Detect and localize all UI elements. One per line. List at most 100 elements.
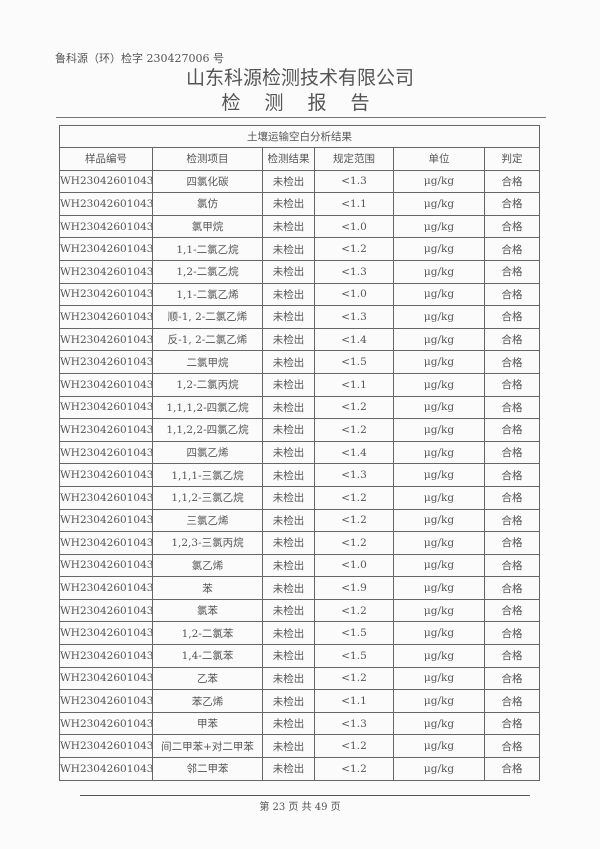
cell-judgement: 合格 xyxy=(483,734,541,759)
cell-limit: <1.4 xyxy=(314,440,394,465)
cell-test-result: 未检出 xyxy=(262,757,315,781)
cell-unit: μg/kg xyxy=(393,440,485,465)
table-row: WH23042601043 乙苯 未检出 <1.2 μg/kg 合格 xyxy=(59,666,541,691)
table-row: WH23042601043 甲苯 未检出 <1.3 μg/kg 合格 xyxy=(59,711,541,736)
cell-sample-id: WH23042601043 xyxy=(59,282,153,307)
cell-test-result: 未检出 xyxy=(262,395,315,420)
cell-test-item: 乙苯 xyxy=(152,666,263,691)
cell-sample-id: WH23042601043 xyxy=(59,508,153,533)
cell-limit: <1.5 xyxy=(314,350,394,374)
cell-judgement: 合格 xyxy=(483,531,541,555)
cell-sample-id: WH23042601043 xyxy=(59,576,153,600)
cell-limit: <1.2 xyxy=(314,418,394,442)
cell-test-result: 未检出 xyxy=(262,214,315,239)
table-row: WH23042601043 1,1,1-三氯乙烷 未检出 <1.3 μg/kg 合格 xyxy=(59,463,541,487)
header-divider xyxy=(56,117,546,118)
cell-test-result: 未检出 xyxy=(262,259,315,284)
cell-limit: <1.2 xyxy=(314,531,394,555)
cell-unit: μg/kg xyxy=(393,531,485,555)
cell-sample-id: WH23042601043 xyxy=(59,372,153,397)
cell-test-result: 未检出 xyxy=(262,237,315,261)
cell-unit: μg/kg xyxy=(393,621,485,646)
cell-judgement: 合格 xyxy=(483,689,541,713)
cell-sample-id: WH23042601043 xyxy=(59,214,153,239)
cell-unit: μg/kg xyxy=(393,214,485,239)
cell-test-result: 未检出 xyxy=(262,576,315,600)
cell-test-item: 苯 xyxy=(152,576,263,600)
table-row: WH23042601043 1,1-二氯乙烯 未检出 <1.0 μg/kg 合格 xyxy=(59,282,541,307)
cell-sample-id: WH23042601043 xyxy=(59,440,153,465)
table-row: WH23042601043 1,2,3-三氯丙烷 未检出 <1.2 μg/kg 合格 xyxy=(59,531,541,555)
cell-judgement: 合格 xyxy=(483,372,541,397)
cell-limit: <1.2 xyxy=(314,237,394,261)
cell-judgement: 合格 xyxy=(483,621,541,646)
table-row: WH23042601043 三氯乙烯 未检出 <1.2 μg/kg 合格 xyxy=(59,508,541,533)
column-header-test-item: 检测项目 xyxy=(152,147,263,171)
cell-test-result: 未检出 xyxy=(262,553,315,578)
cell-test-item: 顺-1, 2-二氯乙烯 xyxy=(152,305,263,329)
cell-sample-id: WH23042601043 xyxy=(59,598,153,623)
cell-sample-id: WH23042601043 xyxy=(59,757,153,781)
cell-sample-id: WH23042601043 xyxy=(59,395,153,420)
column-header-sample-id: 样品编号 xyxy=(59,147,153,171)
cell-unit: μg/kg xyxy=(393,598,485,623)
cell-unit: μg/kg xyxy=(393,350,485,374)
cell-sample-id: WH23042601043 xyxy=(59,305,153,329)
cell-limit: <1.0 xyxy=(314,282,394,307)
cell-unit: μg/kg xyxy=(393,485,485,510)
cell-judgement: 合格 xyxy=(483,463,541,487)
cell-sample-id: WH23042601043 xyxy=(59,531,153,555)
cell-limit: <1.0 xyxy=(314,214,394,239)
cell-limit: <1.5 xyxy=(314,621,394,646)
cell-test-item: 反-1, 2-二氯乙烯 xyxy=(152,327,263,352)
table-row: WH23042601043 反-1, 2-二氯乙烯 未检出 <1.4 μg/kg 合格 xyxy=(59,327,541,352)
cell-unit: μg/kg xyxy=(393,666,485,691)
cell-limit: <1.3 xyxy=(314,463,394,487)
cell-sample-id: WH23042601043 xyxy=(59,485,153,510)
table-row: WH23042601043 四氯化碳 未检出 <1.3 μg/kg 合格 xyxy=(59,169,541,194)
cell-sample-id: WH23042601043 xyxy=(59,350,153,374)
cell-test-item: 四氯乙烯 xyxy=(152,440,263,465)
report-title: 检 测 报 告 xyxy=(221,92,379,114)
cell-test-result: 未检出 xyxy=(262,282,315,307)
cell-unit: μg/kg xyxy=(393,395,485,420)
cell-unit: μg/kg xyxy=(393,463,485,487)
cell-test-result: 未检出 xyxy=(262,169,315,194)
cell-limit: <1.2 xyxy=(314,485,394,510)
cell-sample-id: WH23042601043 xyxy=(59,711,153,736)
cell-unit: μg/kg xyxy=(393,644,485,668)
column-header-judgement: 判定 xyxy=(483,147,541,171)
cell-unit: μg/kg xyxy=(393,508,485,533)
company-name: 山东科源检测技术有限公司 xyxy=(185,67,414,89)
report-number: 鲁科源（环）检字 230427006 号 xyxy=(55,52,224,65)
cell-test-result: 未检出 xyxy=(262,508,315,533)
table-row: WH23042601043 二氯甲烷 未检出 <1.5 μg/kg 合格 xyxy=(59,350,541,374)
cell-limit: <1.5 xyxy=(314,644,394,668)
cell-unit: μg/kg xyxy=(393,282,485,307)
table-row: WH23042601043 1,4-二氯苯 未检出 <1.5 μg/kg 合格 xyxy=(59,644,541,668)
cell-test-result: 未检出 xyxy=(262,598,315,623)
cell-test-item: 氯乙烯 xyxy=(152,553,263,578)
cell-limit: <1.2 xyxy=(314,395,394,420)
cell-unit: μg/kg xyxy=(393,259,485,284)
cell-judgement: 合格 xyxy=(483,508,541,533)
cell-test-item: 1,4-二氯苯 xyxy=(152,644,263,668)
cell-judgement: 合格 xyxy=(483,169,541,194)
cell-test-item: 苯乙烯 xyxy=(152,689,263,713)
table-row: WH23042601043 苯乙烯 未检出 <1.1 μg/kg 合格 xyxy=(59,689,541,713)
cell-unit: μg/kg xyxy=(393,372,485,397)
cell-unit: μg/kg xyxy=(393,757,485,781)
cell-unit: μg/kg xyxy=(393,237,485,261)
cell-limit: <1.2 xyxy=(314,666,394,691)
table-row: WH23042601043 1,2-二氯苯 未检出 <1.5 μg/kg 合格 xyxy=(59,621,541,646)
cell-limit: <1.2 xyxy=(314,734,394,759)
cell-unit: μg/kg xyxy=(393,576,485,600)
cell-test-item: 间二甲苯+对二甲苯 xyxy=(152,734,263,759)
cell-unit: μg/kg xyxy=(393,418,485,442)
cell-sample-id: WH23042601043 xyxy=(59,169,153,194)
cell-test-result: 未检出 xyxy=(262,463,315,487)
cell-sample-id: WH23042601043 xyxy=(59,418,153,442)
cell-test-item: 1,2-二氯苯 xyxy=(152,621,263,646)
cell-sample-id: WH23042601043 xyxy=(59,192,153,216)
cell-judgement: 合格 xyxy=(483,711,541,736)
